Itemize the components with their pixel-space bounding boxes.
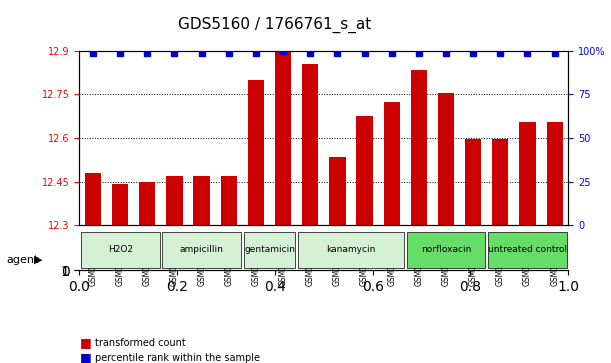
Text: kanamycin: kanamycin <box>326 245 376 254</box>
Bar <box>166 176 183 225</box>
Bar <box>85 173 101 225</box>
Bar <box>221 176 237 225</box>
Bar <box>411 70 427 225</box>
Bar <box>329 157 346 225</box>
Bar <box>356 116 373 225</box>
Text: percentile rank within the sample: percentile rank within the sample <box>95 352 260 363</box>
Bar <box>438 93 454 225</box>
FancyBboxPatch shape <box>407 232 485 268</box>
Bar <box>139 182 155 225</box>
Bar <box>194 176 210 225</box>
Bar <box>492 139 508 225</box>
FancyBboxPatch shape <box>163 232 241 268</box>
Text: gentamicin: gentamicin <box>244 245 295 254</box>
FancyBboxPatch shape <box>298 232 404 268</box>
Text: ■: ■ <box>79 351 91 363</box>
Bar <box>465 139 481 225</box>
FancyBboxPatch shape <box>488 232 567 268</box>
Bar <box>275 48 291 225</box>
Text: transformed count: transformed count <box>95 338 186 348</box>
Bar <box>248 80 264 225</box>
Text: GDS5160 / 1766761_s_at: GDS5160 / 1766761_s_at <box>178 16 371 33</box>
Text: H2O2: H2O2 <box>108 245 133 254</box>
Text: untreated control: untreated control <box>488 245 567 254</box>
Text: ▶: ▶ <box>34 254 42 265</box>
FancyBboxPatch shape <box>244 232 295 268</box>
Bar <box>546 122 563 225</box>
Text: ■: ■ <box>79 337 91 350</box>
Bar <box>302 64 318 225</box>
Text: ampicillin: ampicillin <box>180 245 224 254</box>
Text: agent: agent <box>6 254 38 265</box>
Text: norfloxacin: norfloxacin <box>421 245 471 254</box>
Bar <box>384 102 400 225</box>
Bar <box>112 184 128 225</box>
Bar <box>519 122 536 225</box>
FancyBboxPatch shape <box>81 232 159 268</box>
